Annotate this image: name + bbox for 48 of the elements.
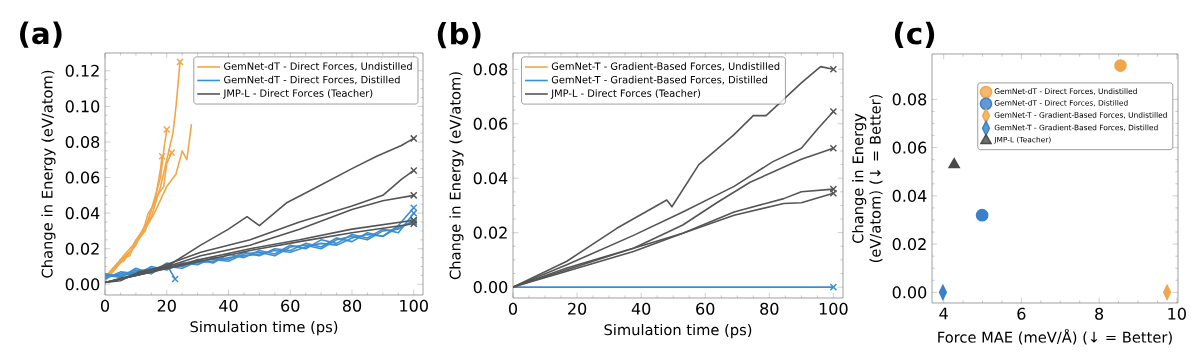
legend-label: GemNet-T - Gradient-Based Forces, Distilled xyxy=(551,75,768,85)
chart-title: (b) xyxy=(437,22,481,49)
x-tick-label: 8 xyxy=(1095,307,1104,320)
y-tick-label: 0.04 xyxy=(65,207,100,220)
x-tick-label: 20 xyxy=(568,302,587,315)
y-tick-label: 0.06 xyxy=(65,171,100,184)
y-tick-label: 0.08 xyxy=(473,63,508,76)
x-axis-title: Simulation time (ps) xyxy=(190,320,338,336)
y-tick-label: 0.02 xyxy=(65,242,99,255)
legend-label: GemNet-T - Gradient-Based Forces, Undistilled xyxy=(551,62,780,71)
x-axis-title: Force MAE (meV/Å) (↓ = Better) xyxy=(938,328,1172,345)
x-tick-label: 40 xyxy=(631,302,651,315)
y-axis-title: Change in Energy (eV/atom) xyxy=(449,72,464,280)
y-tick-label: 0.08 xyxy=(65,135,100,149)
y-tick-label: 0.12 xyxy=(65,64,99,77)
y-tick-label: 0.08 xyxy=(892,93,927,106)
y-tick-label: 0.02 xyxy=(892,238,926,251)
y-axis-title: Change in Energy (eV/atom) xyxy=(41,70,56,278)
x-axis-title: Simulation time (ps) xyxy=(604,323,752,339)
legend-label: GemNet-dT - Direct Forces, Undistilled xyxy=(224,62,412,71)
x-tick-label: 20 xyxy=(157,299,176,312)
x-tick-label: 6 xyxy=(1017,307,1026,320)
y-tick-label: 0.00 xyxy=(473,281,508,294)
x-tick-label: 4 xyxy=(939,307,948,320)
y-tick-label: 0.02 xyxy=(473,226,507,239)
y-axis-title: Change in Energy (eV/atom) (↓ = Better) xyxy=(852,94,883,263)
y-tick-label: 0.10 xyxy=(65,100,100,113)
x-tick-label: 0 xyxy=(508,302,518,315)
x-tick-label: 0 xyxy=(100,299,110,312)
chart-title: (a) xyxy=(20,21,62,48)
x-tick-label: 100 xyxy=(400,299,428,312)
x-tick-label: 60 xyxy=(281,299,300,312)
x-tick-label: 100 xyxy=(819,302,848,315)
y-tick-label: 0.06 xyxy=(892,141,927,154)
x-tick-label: 40 xyxy=(219,299,238,312)
legend-label: JMP-L - Direct Forces (Teacher) xyxy=(222,89,373,99)
chart-title: (c) xyxy=(894,21,935,48)
y-tick-label: 0.04 xyxy=(892,189,927,202)
y-tick-label: 0.00 xyxy=(65,278,100,291)
x-tick-label: 80 xyxy=(342,299,362,312)
legend-label: GemNet-dT - Direct Forces, Distilled xyxy=(224,75,400,85)
y-tick-label: 0.04 xyxy=(473,172,508,185)
y-tick-label: 0.00 xyxy=(892,286,927,299)
legend-label: JMP-L - Direct Forces (Teacher) xyxy=(550,89,701,99)
x-tick-label: 80 xyxy=(760,302,779,315)
x-tick-label: 60 xyxy=(696,302,715,315)
y-tick-label: 0.06 xyxy=(473,117,508,130)
x-tick-label: 10 xyxy=(1168,307,1186,320)
